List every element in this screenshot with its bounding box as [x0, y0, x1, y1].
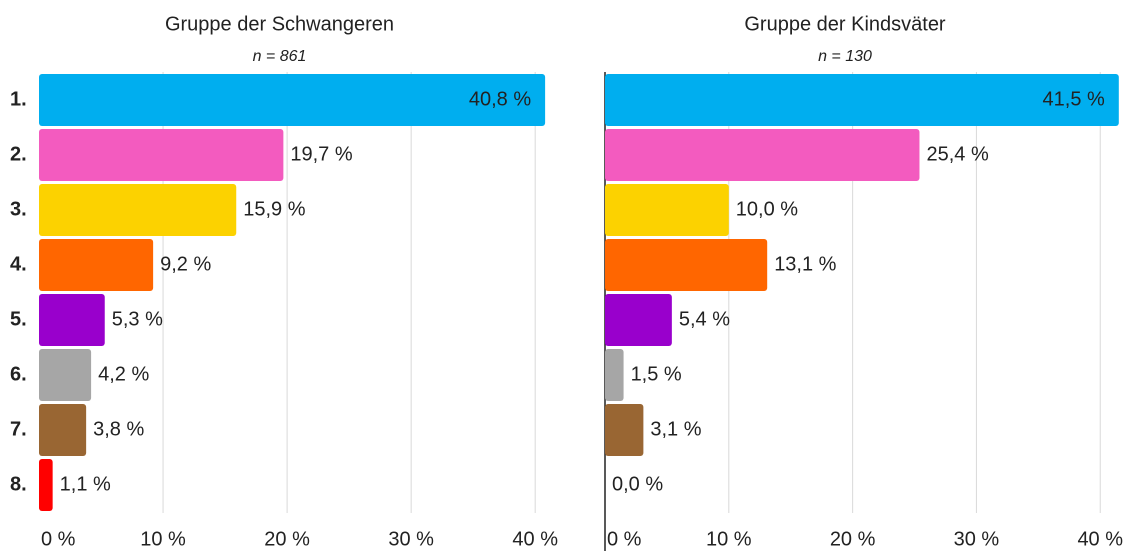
chart-subtitle: n = 861	[253, 48, 307, 65]
category-label: 1.	[10, 88, 27, 110]
value-label: 3,8 %	[93, 418, 144, 440]
x-tick-label: 10 %	[706, 528, 752, 550]
x-tick-label: 0 %	[607, 528, 642, 550]
value-label: 5,3 %	[112, 308, 163, 330]
value-label: 15,9 %	[243, 198, 305, 220]
x-tick-label: 10 %	[140, 528, 186, 550]
bar	[605, 239, 768, 291]
chart-title: Gruppe der Schwangeren	[165, 13, 394, 35]
value-label: 5,4 %	[679, 308, 730, 330]
bar	[39, 129, 284, 181]
bar	[605, 404, 644, 456]
chart-title: Gruppe der Kindsväter	[744, 13, 946, 35]
value-label: 19,7 %	[290, 143, 352, 165]
value-label: 9,2 %	[160, 253, 211, 275]
x-tick-label: 30 %	[388, 528, 434, 550]
category-label: 8.	[10, 473, 27, 495]
bar	[39, 459, 53, 511]
x-tick-label: 20 %	[264, 528, 310, 550]
bar	[605, 349, 624, 401]
value-label: 41,5 %	[1043, 88, 1105, 110]
bar	[39, 294, 105, 346]
bar	[605, 74, 1119, 126]
value-label: 1,5 %	[631, 363, 682, 385]
value-label: 0,0 %	[612, 473, 663, 495]
value-label: 3,1 %	[650, 418, 701, 440]
category-label: 4.	[10, 253, 27, 275]
value-label: 13,1 %	[774, 253, 836, 275]
bar	[39, 184, 237, 236]
x-tick-label: 20 %	[830, 528, 876, 550]
value-label: 40,8 %	[469, 88, 531, 110]
bar	[39, 74, 546, 126]
bar	[39, 404, 87, 456]
category-label: 6.	[10, 363, 27, 385]
value-label: 10,0 %	[736, 198, 798, 220]
x-tick-label: 30 %	[954, 528, 1000, 550]
value-label: 1,1 %	[60, 473, 111, 495]
x-tick-label: 40 %	[1077, 528, 1123, 550]
bar	[39, 349, 92, 401]
value-label: 25,4 %	[926, 143, 988, 165]
category-label: 5.	[10, 308, 27, 330]
x-tick-label: 40 %	[512, 528, 558, 550]
category-label: 2.	[10, 143, 27, 165]
category-label: 7.	[10, 418, 27, 440]
x-tick-label: 0 %	[41, 528, 76, 550]
chart-subtitle: n = 130	[818, 48, 872, 65]
bar	[605, 129, 920, 181]
category-label: 3.	[10, 198, 27, 220]
bar	[605, 294, 672, 346]
bar	[39, 239, 154, 291]
bar	[605, 184, 729, 236]
value-label: 4,2 %	[98, 363, 149, 385]
